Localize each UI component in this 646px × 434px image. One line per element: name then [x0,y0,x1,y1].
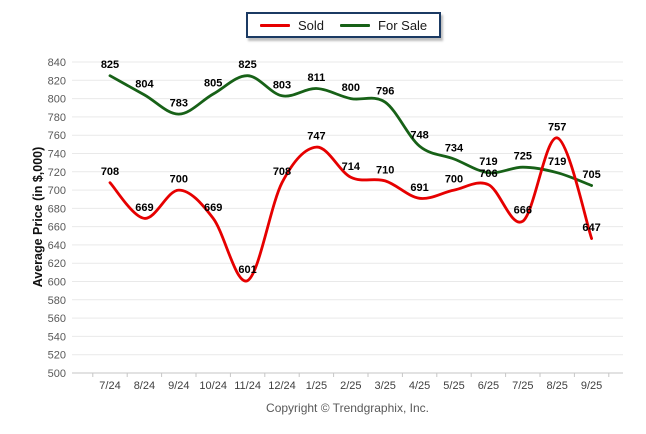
x-tick-label: 9/25 [581,380,602,392]
for-sale-data-label: 796 [376,86,394,98]
x-tick-label: 5/25 [443,380,464,392]
y-tick-label: 700 [48,185,66,197]
sold-data-label: 700 [170,174,188,186]
y-tick-label: 720 [48,167,66,179]
sold-data-label: 666 [514,205,532,217]
for-sale-data-label: 719 [548,156,566,168]
legend-item-for-sale: For Sale [340,19,427,32]
y-tick-label: 780 [48,112,66,124]
sold-data-label: 691 [410,182,428,194]
sold-data-label: 647 [582,222,600,234]
x-tick-label: 11/24 [234,380,261,392]
sold-data-label: 700 [445,174,463,186]
for-sale-data-label: 748 [410,130,428,142]
chart-legend: Sold For Sale [246,12,442,38]
for-sale-line-swatch [340,23,371,27]
x-tick-label: 10/24 [199,380,227,392]
sold-data-label: 757 [548,121,566,133]
for-sale-data-label: 811 [308,72,326,84]
for-sale-data-label: 825 [238,59,256,71]
y-tick-label: 640 [48,240,66,252]
x-tick-label: 6/25 [478,380,499,392]
sold-data-label: 669 [135,202,153,214]
y-tick-label: 580 [48,295,66,307]
for-sale-data-label: 805 [204,78,222,90]
for-sale-data-label: 800 [342,82,360,94]
y-tick-label: 600 [48,277,66,289]
x-tick-label: 12/24 [268,380,296,392]
sold-data-label: 706 [479,168,497,180]
sold-data-label: 708 [273,166,291,178]
x-tick-label: 8/24 [134,380,155,392]
legend-label-for-sale: For Sale [378,17,428,33]
x-tick-label: 7/24 [99,380,120,392]
for-sale-data-label: 825 [101,59,119,71]
x-tick-label: 2/25 [340,380,361,392]
y-tick-label: 540 [48,331,66,343]
x-tick-label: 7/25 [512,380,533,392]
x-tick-label: 9/24 [168,380,189,392]
sold-data-label: 669 [204,202,222,214]
sold-line-swatch [260,23,290,27]
y-tick-label: 680 [48,203,66,215]
y-tick-label: 520 [48,350,66,362]
for-sale-data-label: 725 [514,151,532,163]
y-tick-label: 620 [48,258,66,270]
sold-series-line [108,136,593,283]
for-sale-data-label: 783 [170,98,188,110]
y-tick-label: 660 [48,222,66,234]
legend-item-sold: Sold [260,19,324,32]
for-sale-data-label: 734 [445,143,464,155]
x-tick-label: 4/25 [409,380,430,392]
y-axis-title: Average Price (in $,000) [31,146,45,288]
legend-label-sold: Sold [298,17,325,33]
for-sale-data-label: 719 [479,156,497,168]
y-tick-label: 800 [48,94,66,106]
x-tick-label: 1/25 [306,380,327,392]
sold-data-label: 710 [376,164,394,176]
x-tick-label: 8/25 [546,380,567,392]
for-sale-series-line [108,74,593,187]
y-tick-label: 740 [48,149,66,161]
y-tick-label: 840 [48,57,66,69]
x-tick-label: 3/25 [374,380,395,392]
y-tick-label: 500 [48,368,66,380]
y-tick-label: 760 [48,130,66,142]
for-sale-data-label: 803 [273,79,291,91]
copyright-text: Copyright © Trendgraphix, Inc. [266,401,429,415]
for-sale-data-label: 804 [135,78,154,90]
for-sale-data-label: 705 [582,169,600,181]
sold-data-label: 708 [101,166,119,178]
sold-data-label: 601 [238,264,256,276]
y-tick-label: 820 [48,75,66,87]
sold-data-label: 714 [342,161,361,173]
y-tick-label: 560 [48,313,66,325]
sold-data-label: 747 [307,131,325,143]
